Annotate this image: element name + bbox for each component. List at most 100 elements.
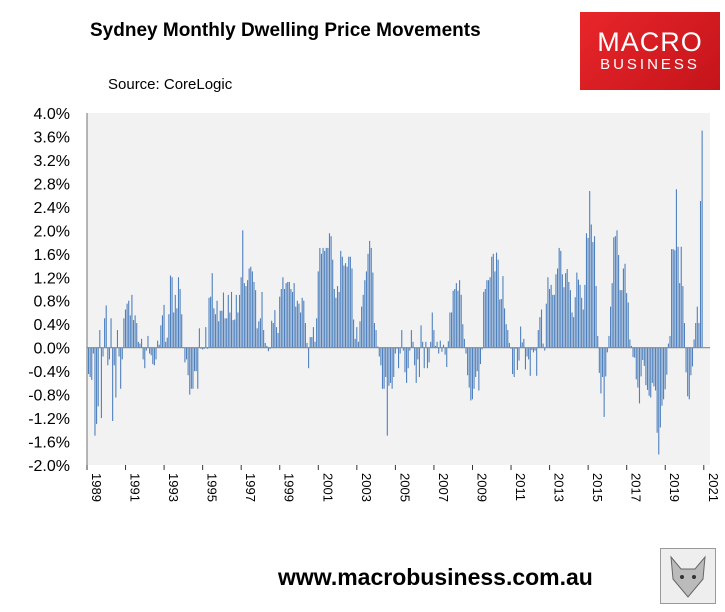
bar bbox=[190, 347, 192, 389]
bar bbox=[131, 294, 133, 348]
bar bbox=[489, 277, 491, 348]
bar bbox=[367, 253, 369, 348]
bar bbox=[370, 247, 372, 348]
bar bbox=[664, 347, 666, 390]
bar bbox=[539, 317, 541, 348]
bar bbox=[459, 280, 461, 348]
bar bbox=[486, 280, 488, 348]
bar bbox=[173, 312, 175, 348]
bar bbox=[317, 271, 319, 348]
bar bbox=[587, 237, 589, 348]
bar bbox=[304, 323, 306, 348]
bar bbox=[312, 327, 314, 348]
bar bbox=[197, 347, 199, 389]
bar bbox=[221, 310, 223, 348]
bar bbox=[327, 247, 329, 348]
bar bbox=[659, 347, 661, 428]
bar bbox=[582, 309, 584, 348]
y-tick-label: 0.4% bbox=[34, 317, 70, 334]
bar bbox=[648, 347, 650, 396]
bar bbox=[463, 338, 465, 348]
bar bbox=[250, 266, 252, 348]
bar bbox=[404, 347, 406, 373]
bar bbox=[381, 347, 384, 389]
bar bbox=[497, 259, 499, 348]
bar bbox=[475, 347, 477, 377]
bar bbox=[328, 233, 331, 348]
bar bbox=[627, 302, 629, 348]
bar bbox=[672, 249, 674, 348]
bar bbox=[108, 347, 110, 360]
bar bbox=[121, 347, 123, 360]
bar bbox=[245, 286, 247, 348]
bar bbox=[611, 283, 613, 348]
bar bbox=[592, 242, 594, 348]
bar bbox=[263, 330, 265, 348]
bar bbox=[558, 247, 560, 348]
bar bbox=[348, 256, 350, 348]
y-tick-label: 4.0% bbox=[34, 106, 70, 123]
bar bbox=[332, 259, 334, 348]
bar bbox=[621, 290, 623, 348]
bar bbox=[202, 347, 204, 350]
logo-line1: MACRO bbox=[597, 27, 703, 57]
bar bbox=[430, 341, 432, 348]
bar bbox=[407, 347, 409, 369]
bar bbox=[412, 341, 414, 348]
bar bbox=[654, 347, 657, 391]
bar bbox=[165, 341, 167, 348]
bar bbox=[473, 347, 475, 389]
bar bbox=[240, 277, 242, 348]
bar bbox=[401, 330, 403, 348]
bar bbox=[226, 318, 228, 348]
bar bbox=[462, 324, 464, 348]
bar bbox=[441, 347, 443, 352]
bar bbox=[365, 271, 367, 348]
bar bbox=[483, 291, 485, 348]
y-tick-label: 2.4% bbox=[34, 200, 70, 217]
bar bbox=[449, 312, 451, 348]
bar bbox=[696, 306, 698, 348]
y-tick-label: -1.2% bbox=[28, 411, 70, 428]
bar bbox=[529, 347, 531, 376]
bar bbox=[274, 310, 276, 348]
bar bbox=[275, 327, 278, 348]
bar bbox=[671, 249, 673, 348]
bar bbox=[386, 347, 388, 436]
bar bbox=[465, 347, 467, 354]
bar bbox=[92, 347, 94, 354]
bar bbox=[451, 312, 453, 348]
x-tick-label: 2007 bbox=[436, 473, 451, 502]
bar bbox=[259, 318, 261, 348]
bar bbox=[123, 318, 125, 348]
bar bbox=[132, 320, 135, 348]
bar bbox=[152, 347, 154, 365]
y-tick-label: 0.8% bbox=[34, 294, 70, 311]
bar bbox=[369, 240, 371, 348]
footer-url: www.macrobusiness.com.au bbox=[278, 564, 593, 590]
bar bbox=[311, 337, 313, 348]
bar bbox=[235, 294, 237, 348]
bar bbox=[402, 347, 404, 351]
bar bbox=[454, 289, 456, 348]
bar bbox=[635, 347, 637, 380]
y-tick-label: 3.2% bbox=[34, 153, 70, 170]
bar bbox=[479, 347, 482, 365]
bar bbox=[97, 347, 99, 407]
bar bbox=[606, 347, 608, 353]
bar bbox=[436, 341, 438, 348]
bar bbox=[344, 263, 347, 348]
bar bbox=[290, 289, 292, 348]
bar bbox=[349, 256, 351, 348]
bar bbox=[213, 308, 215, 348]
bar bbox=[176, 308, 178, 348]
bar bbox=[145, 347, 147, 351]
bar bbox=[601, 347, 604, 377]
bar bbox=[100, 347, 102, 419]
bar bbox=[142, 347, 144, 360]
bar bbox=[222, 292, 225, 348]
bar bbox=[495, 252, 498, 348]
bar bbox=[622, 268, 624, 348]
bar bbox=[99, 330, 101, 348]
bar bbox=[667, 343, 669, 348]
